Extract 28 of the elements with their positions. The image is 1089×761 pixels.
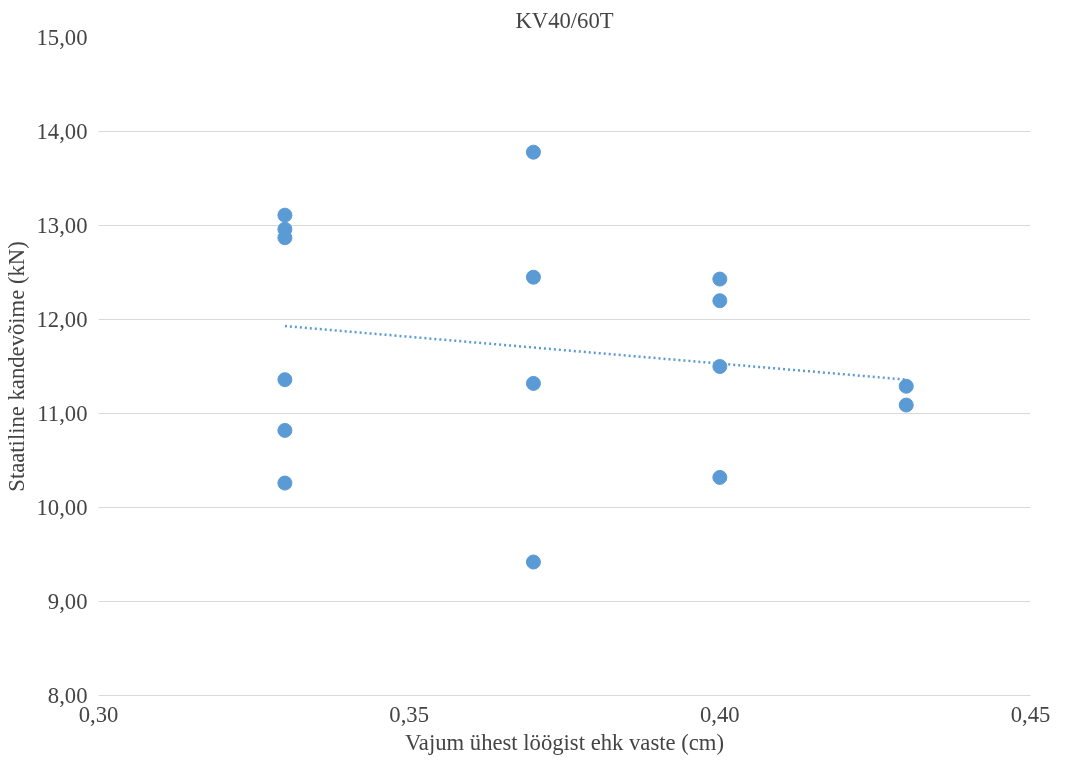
x-tick-label: 0,45	[1010, 701, 1051, 727]
y-tick-label: 9,00	[47, 589, 88, 614]
point	[712, 271, 728, 287]
point	[712, 293, 728, 309]
point	[525, 554, 541, 570]
point	[277, 475, 293, 491]
x-tick-label: 0,40	[700, 701, 740, 727]
point	[277, 422, 293, 438]
point	[525, 269, 541, 285]
chart-title: KV40/60T	[515, 7, 614, 33]
y-tick-label: 12,00	[36, 307, 88, 332]
point	[525, 375, 541, 391]
point	[712, 469, 728, 485]
y-tick-label: 15,00	[36, 25, 88, 50]
y-tick-label: 11,00	[37, 401, 88, 426]
x-axis-title: Vajum ühest löögist ehk vaste (cm)	[404, 729, 725, 755]
point	[898, 397, 914, 413]
point	[898, 378, 914, 394]
point	[277, 207, 293, 223]
y-tick-label: 8,00	[47, 683, 88, 708]
point	[525, 144, 541, 160]
point	[712, 359, 728, 374]
point	[277, 372, 293, 388]
x-tick-label: 0,35	[389, 701, 429, 727]
y-tick-label: 10,00	[36, 495, 88, 520]
y-tick-label: 14,00	[36, 119, 88, 144]
y-axis-title: Staatiline kandevõime (kN)	[3, 241, 29, 492]
y-tick-label: 13,00	[36, 213, 88, 238]
